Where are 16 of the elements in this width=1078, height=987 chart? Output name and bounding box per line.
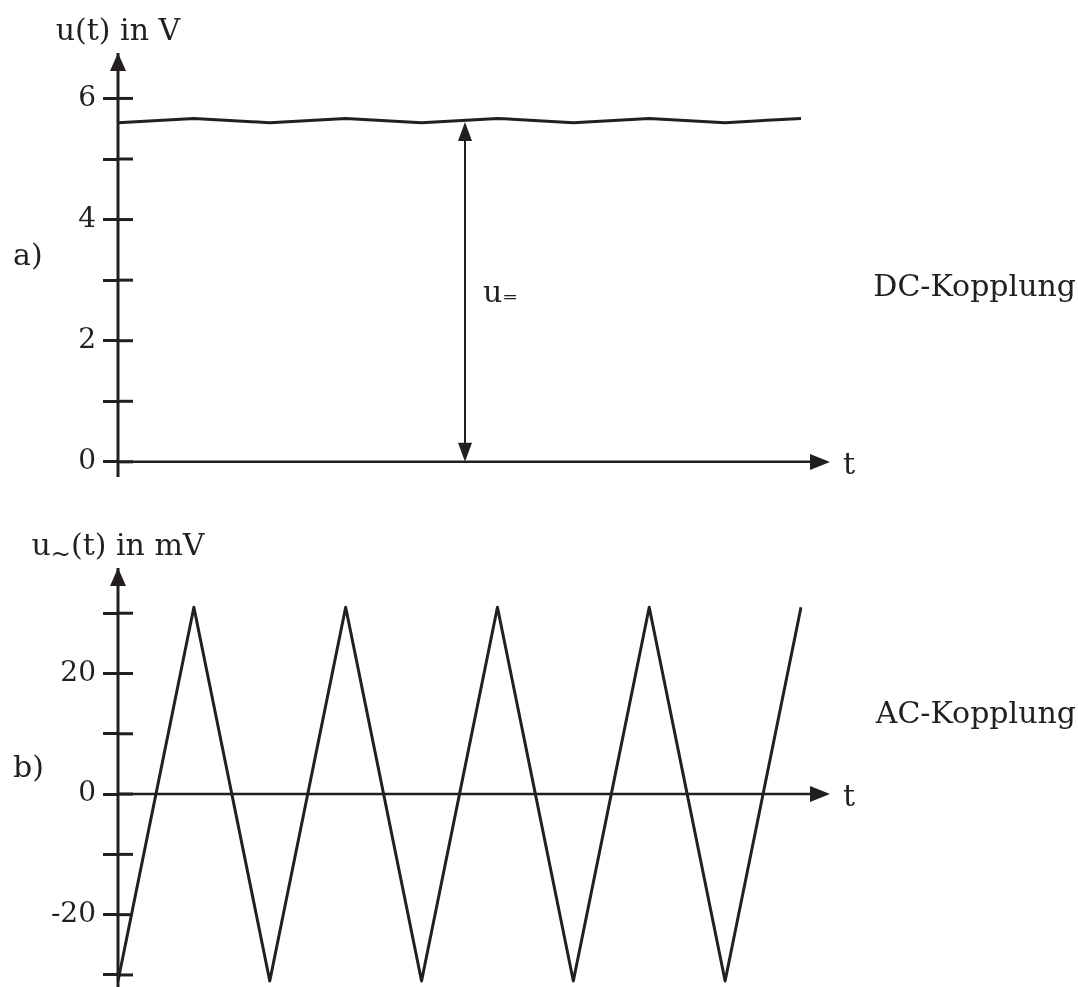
x-axis-title: t [843, 778, 856, 814]
y-axis-title: u$_{~}$(t) in mV [31, 527, 205, 568]
annotation: u₌ [482, 274, 519, 310]
x-axis-title: t [843, 445, 856, 481]
text: AC-Kopplung [875, 694, 1076, 730]
y-axis-title: u(t) in V [55, 12, 181, 47]
text: b) [13, 749, 44, 785]
text: a) [13, 236, 43, 272]
y-tick-label: 20 [60, 654, 96, 688]
y-tick-label: -20 [50, 895, 96, 929]
y-tick-label: 0 [78, 775, 96, 809]
y-tick-label: 6 [78, 79, 96, 113]
y-tick-label: 0 [78, 443, 96, 477]
y-tick-label: 2 [78, 322, 96, 355]
text: DC-Kopplung [873, 268, 1076, 304]
y-tick-label: 4 [78, 200, 96, 234]
